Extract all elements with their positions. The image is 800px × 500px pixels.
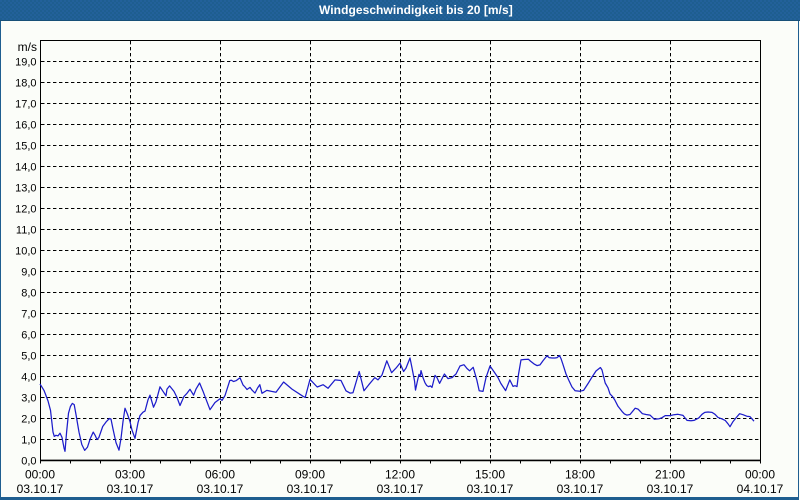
svg-text:03:00: 03:00 xyxy=(115,468,145,482)
svg-text:6,0: 6,0 xyxy=(21,330,36,342)
svg-text:03.10.17: 03.10.17 xyxy=(287,482,334,496)
svg-text:21:00: 21:00 xyxy=(655,468,685,482)
svg-text:15:00: 15:00 xyxy=(475,468,505,482)
svg-text:5,0: 5,0 xyxy=(21,351,36,363)
svg-text:03.10.17: 03.10.17 xyxy=(647,482,694,496)
svg-text:12:00: 12:00 xyxy=(385,468,415,482)
svg-text:15,0: 15,0 xyxy=(15,141,36,153)
svg-text:m/s: m/s xyxy=(18,40,37,54)
svg-text:03.10.17: 03.10.17 xyxy=(467,482,514,496)
svg-text:09:00: 09:00 xyxy=(295,468,325,482)
svg-text:13,0: 13,0 xyxy=(15,183,36,195)
svg-text:18,0: 18,0 xyxy=(15,78,36,90)
svg-text:8,0: 8,0 xyxy=(21,288,36,300)
svg-text:00:00: 00:00 xyxy=(745,468,775,482)
svg-text:2,0: 2,0 xyxy=(21,414,36,426)
svg-text:03.10.17: 03.10.17 xyxy=(17,482,64,496)
svg-text:19,0: 19,0 xyxy=(15,57,36,69)
svg-text:7,0: 7,0 xyxy=(21,309,36,321)
svg-text:06:00: 06:00 xyxy=(205,468,235,482)
svg-text:4,0: 4,0 xyxy=(21,372,36,384)
svg-text:9,0: 9,0 xyxy=(21,267,36,279)
svg-text:03.10.17: 03.10.17 xyxy=(377,482,424,496)
svg-text:10,0: 10,0 xyxy=(15,246,36,258)
svg-text:03.10.17: 03.10.17 xyxy=(107,482,154,496)
svg-text:12,0: 12,0 xyxy=(15,204,36,216)
svg-text:11,0: 11,0 xyxy=(16,225,37,237)
svg-text:04.10.17: 04.10.17 xyxy=(737,482,784,496)
svg-text:03.10.17: 03.10.17 xyxy=(197,482,244,496)
svg-text:3,0: 3,0 xyxy=(21,393,36,405)
svg-text:03.10.17: 03.10.17 xyxy=(557,482,604,496)
svg-text:1,0: 1,0 xyxy=(21,435,36,447)
svg-text:00:00: 00:00 xyxy=(25,468,55,482)
svg-text:17,0: 17,0 xyxy=(15,99,36,111)
svg-text:16,0: 16,0 xyxy=(15,120,36,132)
svg-text:18:00: 18:00 xyxy=(565,468,595,482)
svg-text:14,0: 14,0 xyxy=(15,162,36,174)
svg-text:0,0: 0,0 xyxy=(21,456,36,468)
